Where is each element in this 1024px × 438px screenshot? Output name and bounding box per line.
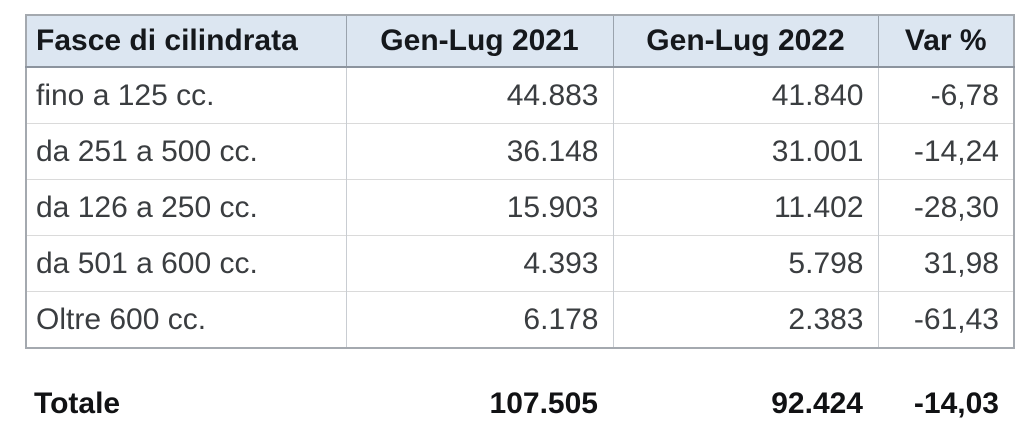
header-row: Fasce di cilindrata Gen-Lug 2021 Gen-Lug… — [25, 15, 1014, 68]
row-label: da 251 a 500 cc. — [25, 123, 346, 180]
value-2021: 15.903 — [345, 179, 613, 236]
value-var-pct: 31,98 — [877, 235, 1014, 292]
column-header-gen-lug-2021: Gen-Lug 2021 — [345, 15, 613, 68]
value-2021: 4.393 — [345, 235, 613, 292]
value-var-pct: -6,78 — [877, 66, 1014, 124]
table-row: da 251 a 500 cc. 36.148 31.001 -14,24 — [25, 123, 1014, 180]
table-row: da 501 a 600 cc. 4.393 5.798 31,98 — [25, 235, 1014, 292]
column-header-var-pct: Var % — [877, 15, 1014, 68]
value-var-pct: -28,30 — [877, 179, 1014, 236]
value-2022: 2.383 — [612, 291, 878, 348]
row-label: da 501 a 600 cc. — [25, 235, 346, 292]
column-header-fasce-di-cilindrata: Fasce di cilindrata — [25, 15, 346, 68]
row-label: da 126 a 250 cc. — [25, 179, 346, 236]
value-2022: 5.798 — [612, 235, 878, 292]
row-label: Oltre 600 cc. — [25, 291, 346, 348]
cilindrata-table: Fasce di cilindrata Gen-Lug 2021 Gen-Lug… — [25, 14, 1015, 349]
row-label: fino a 125 cc. — [25, 66, 346, 124]
total-value-2021: 107.505 — [489, 387, 598, 420]
total-label: Totale — [34, 387, 121, 420]
table-row: fino a 125 cc. 44.883 41.840 -6,78 — [25, 66, 1014, 124]
total-value-var-pct: -14,03 — [913, 387, 999, 420]
value-2022: 41.840 — [612, 66, 878, 124]
value-2022: 11.402 — [612, 179, 878, 236]
table-row: Oltre 600 cc. 6.178 2.383 -61,43 — [25, 291, 1014, 348]
value-2021: 44.883 — [345, 66, 613, 124]
value-2022: 31.001 — [612, 123, 878, 180]
value-2021: 36.148 — [345, 123, 613, 180]
value-2021: 6.178 — [345, 291, 613, 348]
column-header-gen-lug-2022: Gen-Lug 2022 — [612, 15, 878, 68]
total-value-2022: 92.424 — [771, 387, 863, 420]
value-var-pct: -61,43 — [877, 291, 1014, 348]
value-var-pct: -14,24 — [877, 123, 1014, 180]
total-row: Totale 107.505 92.424 -14,03 — [25, 386, 1013, 422]
table-row: da 126 a 250 cc. 15.903 11.402 -28,30 — [25, 179, 1014, 236]
